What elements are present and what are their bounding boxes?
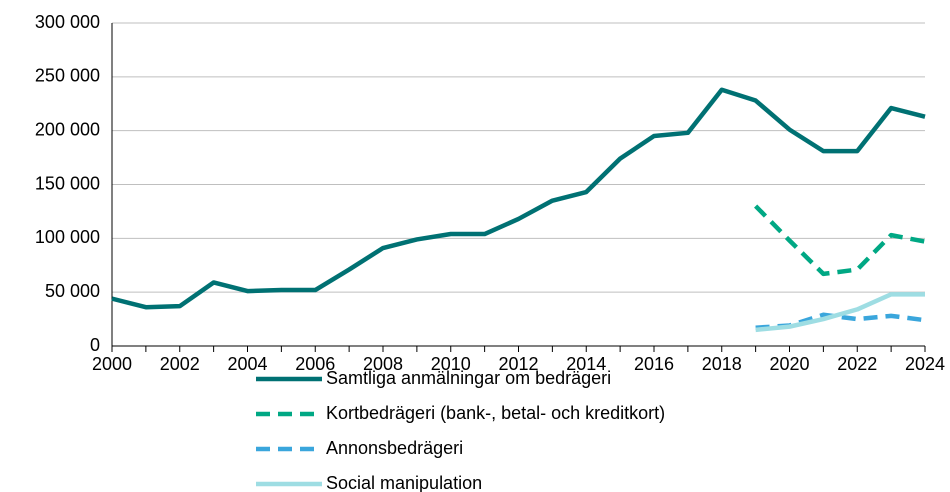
- x-tick-label: 2020: [769, 354, 809, 374]
- x-tick-label: 2004: [227, 354, 267, 374]
- x-tick-label: 2000: [92, 354, 132, 374]
- y-tick-label: 250 000: [35, 66, 100, 86]
- legend-label: Kortbedrägeri (bank-, betal- och kreditk…: [326, 403, 665, 423]
- x-tick-label: 2010: [431, 354, 471, 374]
- x-tick-label: 2024: [905, 354, 945, 374]
- legend-label: Social manipulation: [326, 473, 482, 492]
- x-tick-label: 2014: [566, 354, 606, 374]
- x-tick-label: 2006: [295, 354, 335, 374]
- y-tick-label: 150 000: [35, 173, 100, 193]
- x-tick-label: 2012: [498, 354, 538, 374]
- series-line: [111, 87, 926, 310]
- x-tick-label: 2022: [837, 354, 877, 374]
- y-tick-label: 300 000: [35, 12, 100, 32]
- x-tick-label: 2018: [702, 354, 742, 374]
- legend-label: Samtliga anmälningar om bedrägeri: [326, 368, 611, 388]
- x-tick-label: 2016: [634, 354, 674, 374]
- x-tick-label: 2002: [160, 354, 200, 374]
- series-line: [754, 204, 926, 277]
- x-tick-label: 2008: [363, 354, 403, 374]
- legend-label: Annonsbedrägeri: [326, 438, 463, 458]
- y-tick-label: 200 000: [35, 119, 100, 139]
- y-tick-label: 100 000: [35, 227, 100, 247]
- y-tick-label: 50 000: [45, 281, 100, 301]
- series-line: [755, 292, 925, 333]
- y-tick-label: 0: [90, 335, 100, 355]
